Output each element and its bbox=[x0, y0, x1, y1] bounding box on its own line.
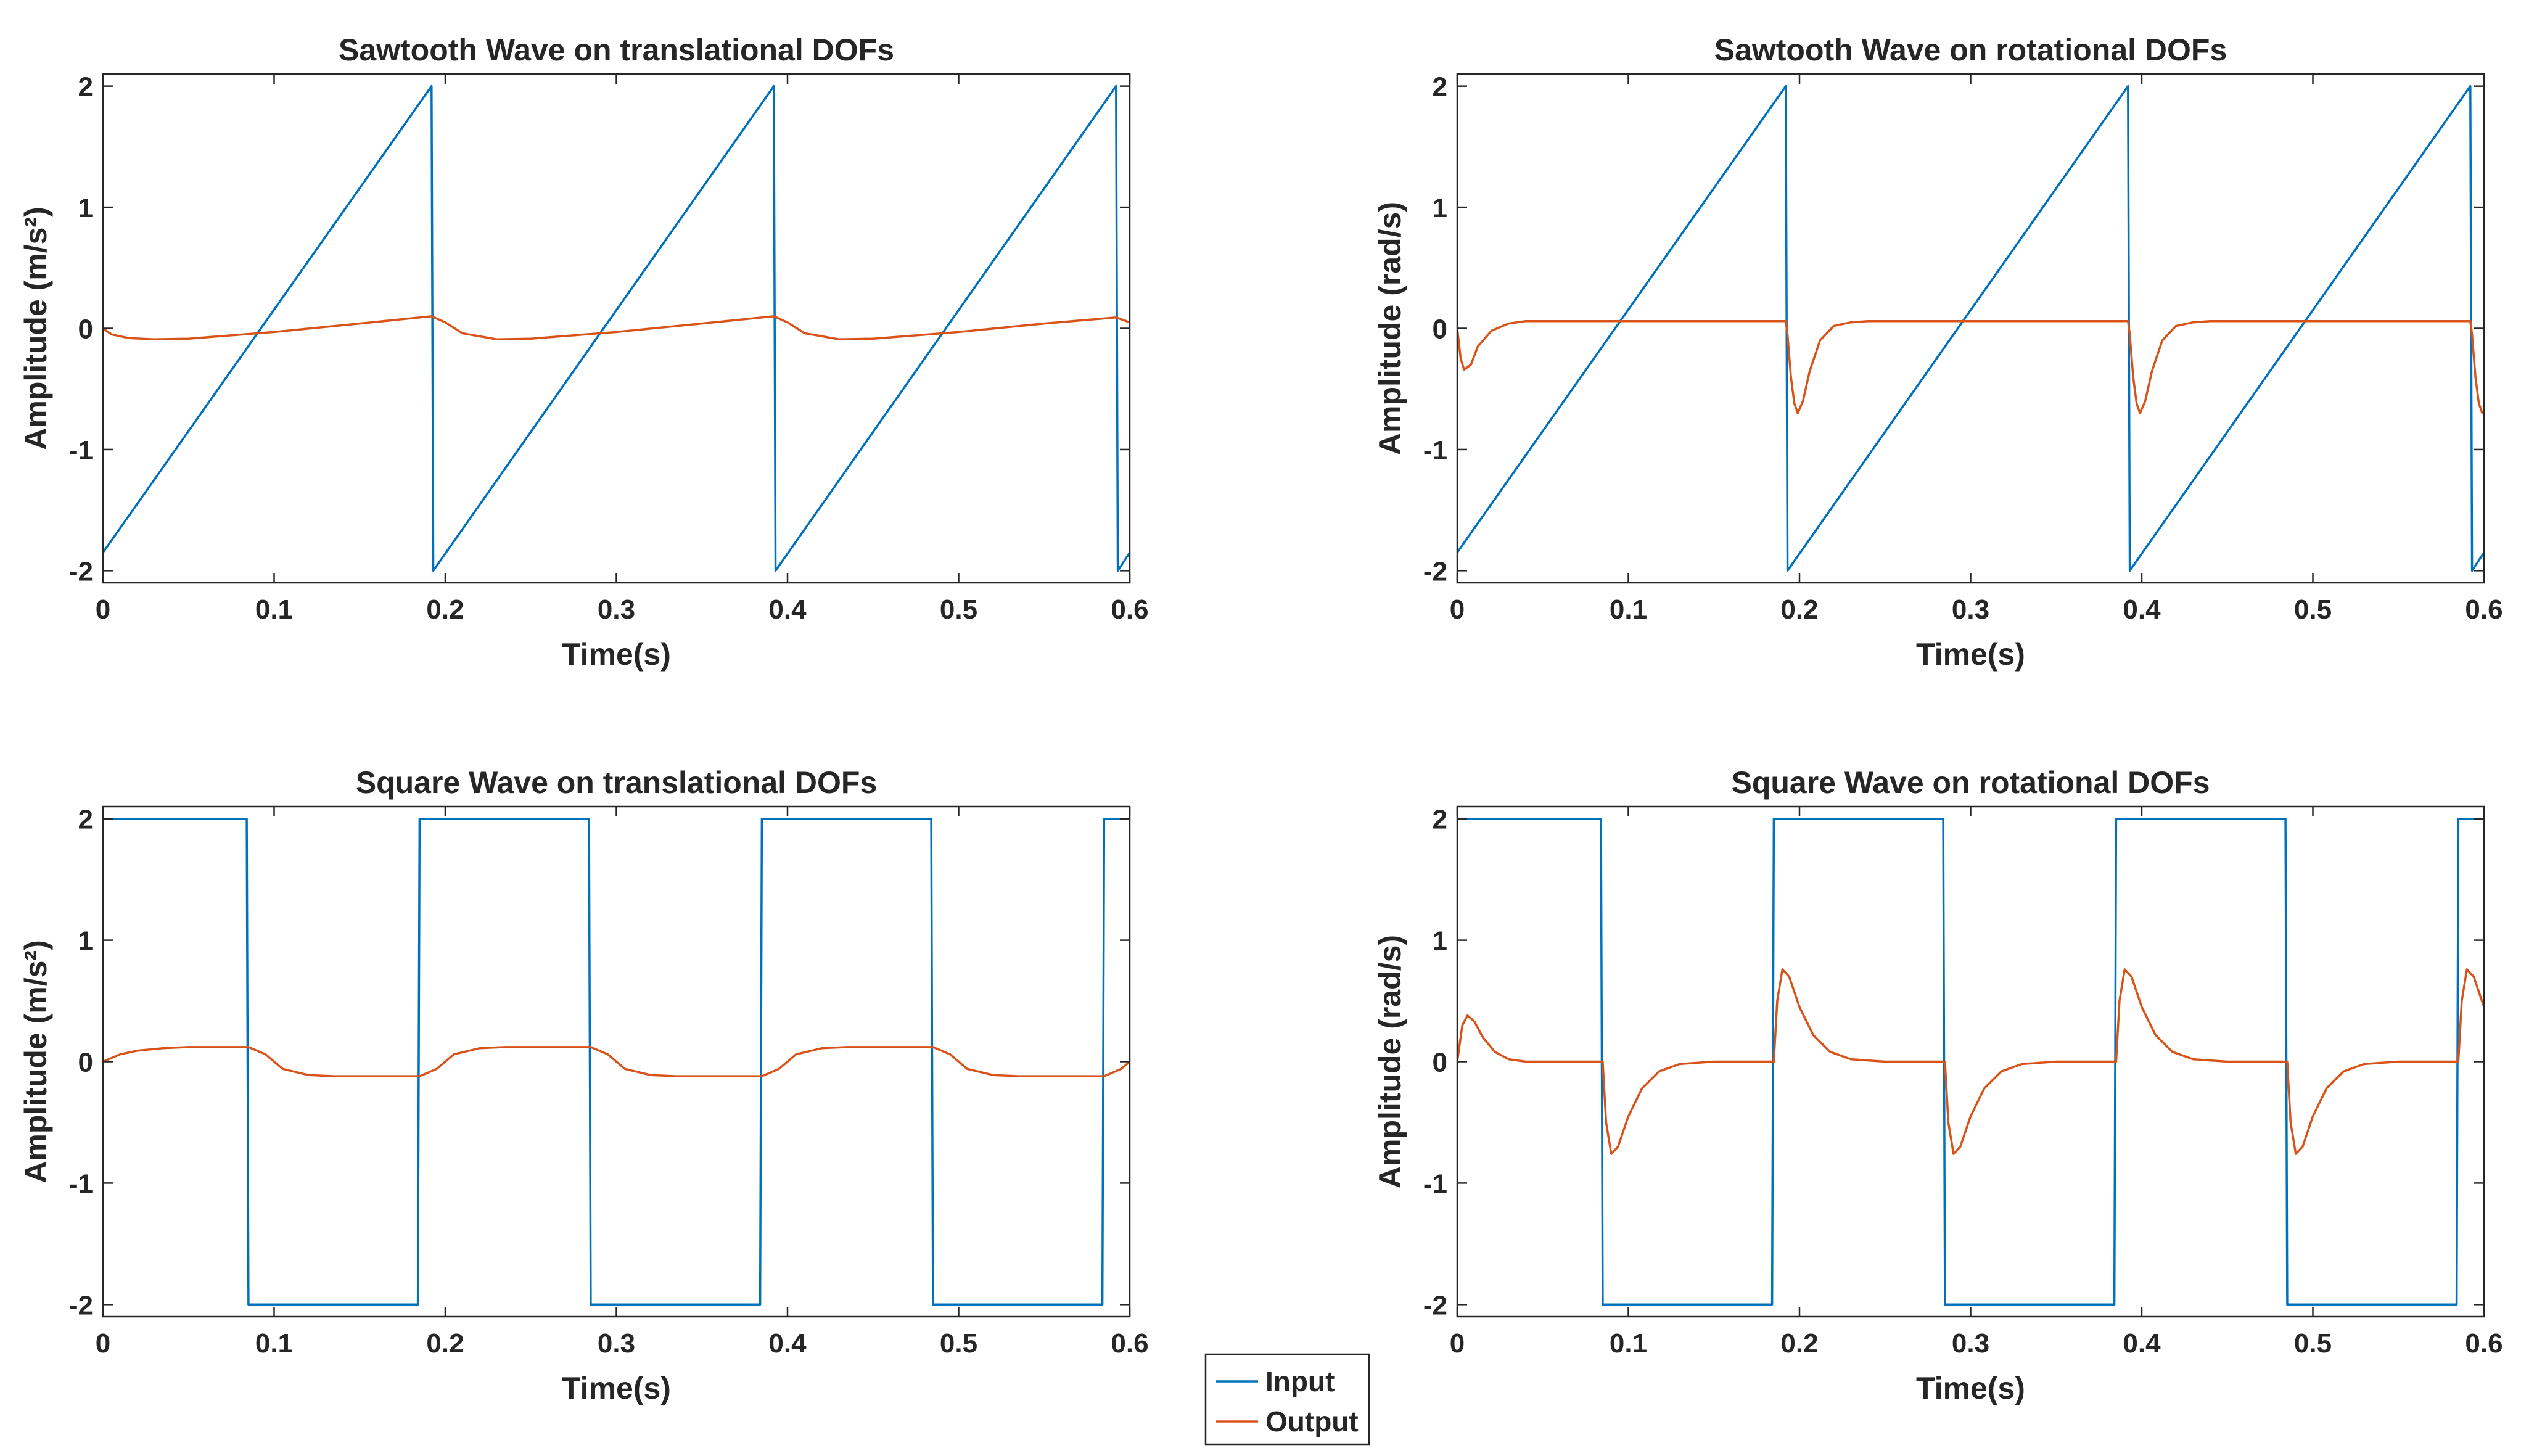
x-tick-label: 0.5 bbox=[940, 594, 977, 625]
plot-area bbox=[1457, 807, 2484, 1317]
y-tick-label: 2 bbox=[1433, 72, 1447, 102]
series-line-output bbox=[1457, 968, 2484, 1155]
x-tick-label: 0 bbox=[1450, 1328, 1465, 1359]
x-tick-label: 0 bbox=[1450, 594, 1465, 625]
y-axis-label: Amplitude (m/s²) bbox=[19, 207, 53, 450]
x-tick-label: 0.3 bbox=[598, 1328, 635, 1359]
x-tick-label: 0.5 bbox=[940, 1328, 977, 1359]
y-tick-label: -1 bbox=[69, 435, 93, 466]
series-line-input bbox=[1457, 817, 2484, 1306]
y-tick-label: -1 bbox=[1423, 1169, 1447, 1199]
legend: Input Output bbox=[1204, 1353, 1370, 1446]
x-tick-label: 0.1 bbox=[1610, 594, 1647, 625]
x-tick-label: 0.6 bbox=[2465, 594, 2502, 625]
chart-panel-1: 0 0.1 0.2 0.3 0.4 0.5 0.6 -2 -1 0 1 2 Sawtooth Wave … bbox=[19, 33, 1149, 672]
y-tick-label: 2 bbox=[1433, 805, 1447, 835]
x-tick-label: 0.1 bbox=[255, 1328, 293, 1359]
series-line-input bbox=[103, 84, 1130, 572]
legend-box bbox=[1204, 1353, 1370, 1446]
x-tick-label: 0.2 bbox=[1780, 594, 1818, 625]
x-axis-label: Time(s) bbox=[1916, 637, 2025, 672]
y-tick-label: 0 bbox=[1433, 315, 1447, 345]
x-tick-label: 0.5 bbox=[2294, 594, 2332, 625]
chart-panel-2: 0 0.1 0.2 0.3 0.4 0.5 0.6 -2 -1 0 1 2 Sawtooth Wave … bbox=[1373, 33, 2503, 672]
x-tick-label: 0.4 bbox=[2123, 1328, 2161, 1359]
y-tick-label: -1 bbox=[1423, 435, 1447, 466]
x-tick-label: 0.3 bbox=[1952, 1328, 1989, 1359]
y-tick-label: 1 bbox=[78, 926, 93, 956]
x-tick-label: 0.3 bbox=[1952, 594, 1989, 625]
y-tick-label: 2 bbox=[78, 72, 93, 102]
legend-label-input: Input bbox=[1265, 1365, 1335, 1397]
y-tick-label: -2 bbox=[69, 556, 93, 586]
legend-label-output: Output bbox=[1265, 1405, 1359, 1437]
y-tick-label: -2 bbox=[69, 1290, 93, 1320]
plot-area bbox=[103, 74, 1130, 583]
chart-title: Sawtooth Wave on translational DOFs bbox=[339, 33, 894, 67]
series-line-input bbox=[103, 817, 1130, 1306]
chart-panel-3: 0 0.1 0.2 0.3 0.4 0.5 0.6 -2 -1 0 1 2 Square Wave on… bbox=[19, 765, 1149, 1405]
plot-area bbox=[1457, 74, 2484, 583]
y-tick-label: -2 bbox=[1423, 556, 1447, 586]
y-tick-label: 0 bbox=[78, 1048, 93, 1078]
x-axis-label: Time(s) bbox=[562, 1371, 671, 1405]
y-tick-label: -2 bbox=[1423, 1290, 1447, 1320]
y-axis-label: Amplitude (rad/s) bbox=[1373, 202, 1407, 455]
y-tick-label: 1 bbox=[1433, 926, 1447, 956]
x-tick-label: 0.1 bbox=[1610, 1328, 1647, 1359]
y-tick-label: -1 bbox=[69, 1169, 93, 1199]
chart-title: Sawtooth Wave on rotational DOFs bbox=[1714, 33, 2227, 67]
x-tick-label: 0.5 bbox=[2294, 1328, 2332, 1359]
x-tick-label: 0 bbox=[96, 594, 110, 625]
x-tick-label: 0.1 bbox=[255, 594, 293, 625]
y-axis-label: Amplitude (rad/s) bbox=[1373, 935, 1407, 1188]
chart-title: Square Wave on rotational DOFs bbox=[1731, 765, 2210, 800]
series-line-output bbox=[103, 315, 1130, 340]
x-tick-label: 0 bbox=[96, 1328, 110, 1359]
x-tick-label: 0.3 bbox=[598, 594, 635, 625]
x-tick-label: 0.6 bbox=[1111, 594, 1148, 625]
x-tick-label: 0.4 bbox=[2123, 594, 2161, 625]
series-line-output bbox=[1457, 319, 2484, 414]
x-tick-label: 0.6 bbox=[2465, 1328, 2502, 1359]
x-tick-label: 0.2 bbox=[1780, 1328, 1818, 1359]
x-tick-label: 0.4 bbox=[768, 1328, 807, 1359]
y-tick-label: 0 bbox=[78, 315, 93, 345]
y-tick-label: 2 bbox=[78, 805, 93, 835]
x-axis-label: Time(s) bbox=[1916, 1371, 2025, 1405]
series-line-output bbox=[103, 1046, 1130, 1077]
y-tick-label: 1 bbox=[78, 193, 93, 223]
y-tick-label: 0 bbox=[1433, 1048, 1447, 1078]
x-tick-label: 0.2 bbox=[426, 594, 464, 625]
chart-title: Square Wave on translational DOFs bbox=[356, 765, 878, 800]
x-axis-label: Time(s) bbox=[562, 637, 671, 672]
x-tick-label: 0.4 bbox=[768, 594, 807, 625]
x-tick-label: 0.6 bbox=[1111, 1328, 1148, 1359]
y-axis-label: Amplitude (m/s²) bbox=[19, 940, 53, 1183]
x-tick-label: 0.2 bbox=[426, 1328, 464, 1359]
y-tick-label: 1 bbox=[1433, 193, 1447, 223]
chart-panel-4: 0 0.1 0.2 0.3 0.4 0.5 0.6 -2 -1 0 1 2 Square Wave on… bbox=[1373, 765, 2503, 1405]
